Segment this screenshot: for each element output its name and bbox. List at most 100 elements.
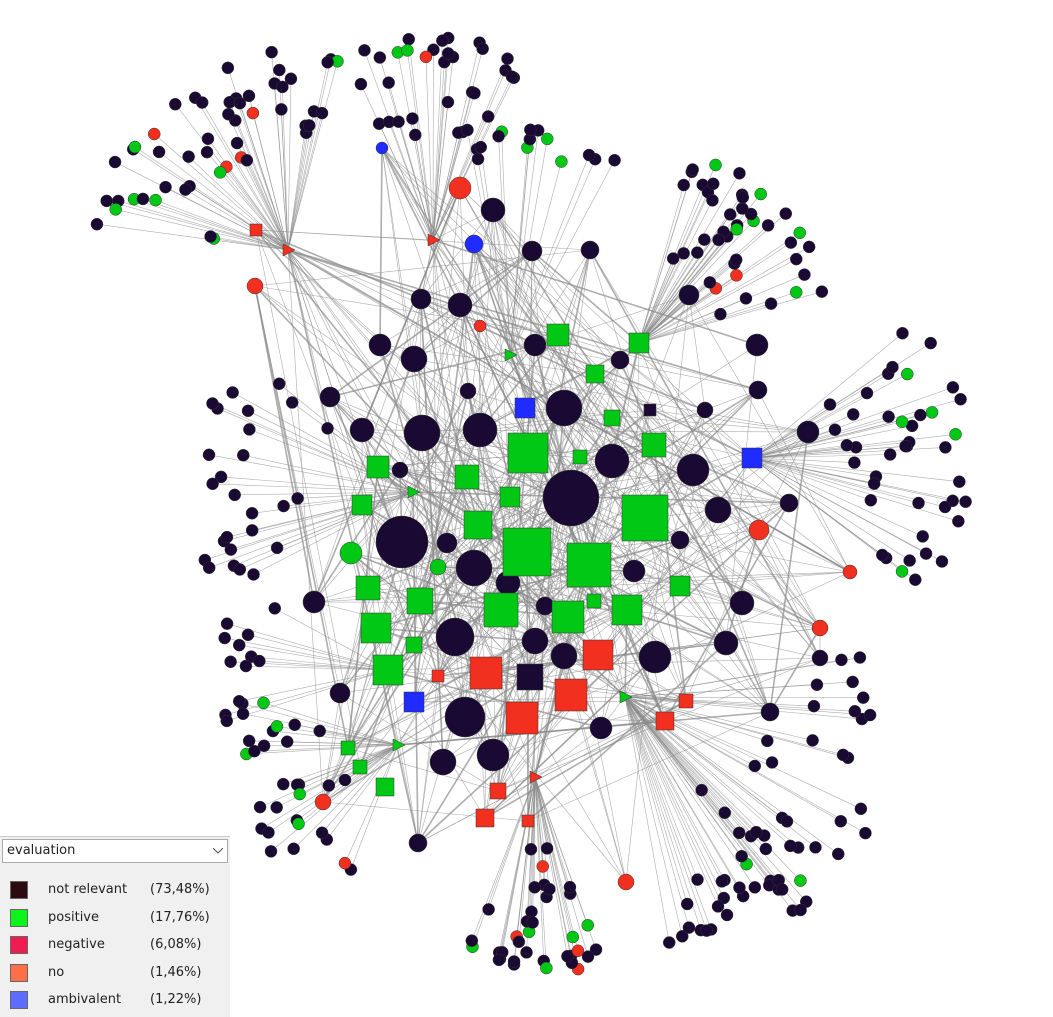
node (714, 308, 726, 320)
node (586, 365, 604, 383)
node (755, 188, 767, 200)
node (864, 709, 876, 721)
node (629, 333, 649, 353)
node (663, 937, 675, 949)
node (265, 845, 277, 857)
node (677, 454, 709, 486)
node (794, 227, 806, 239)
node (242, 629, 254, 641)
edge (528, 295, 689, 453)
edge (225, 670, 388, 715)
edge (752, 374, 888, 458)
edge (625, 697, 701, 930)
node (340, 542, 362, 564)
node (525, 843, 537, 855)
node (555, 679, 587, 711)
node (237, 708, 249, 720)
node (475, 141, 487, 153)
node (225, 656, 237, 668)
node (513, 936, 525, 948)
node (687, 164, 699, 176)
node (749, 760, 761, 772)
node (926, 406, 938, 418)
node (373, 655, 403, 685)
node (952, 515, 964, 527)
node (237, 449, 249, 461)
node (749, 381, 767, 399)
edge (625, 697, 800, 881)
node (611, 351, 629, 369)
node (953, 476, 965, 488)
node (330, 683, 350, 703)
node (460, 383, 476, 399)
node (733, 827, 745, 839)
node (241, 154, 253, 166)
node (464, 511, 492, 539)
node (463, 413, 497, 447)
legend-swatch (10, 964, 28, 982)
node (876, 549, 888, 561)
node (697, 402, 713, 418)
node (525, 906, 537, 918)
edge (770, 628, 820, 712)
node (896, 327, 908, 339)
node (315, 794, 331, 810)
node (292, 492, 304, 504)
edge (288, 59, 331, 250)
edge (752, 333, 902, 458)
node (420, 51, 432, 63)
node (618, 874, 634, 890)
node (361, 613, 391, 643)
node (886, 361, 898, 373)
node (500, 487, 520, 507)
chevron (213, 848, 223, 854)
node (701, 925, 713, 937)
node (947, 381, 959, 393)
node (529, 881, 541, 893)
node (730, 254, 742, 266)
node (234, 563, 246, 575)
node (546, 390, 582, 426)
node (780, 208, 792, 220)
node (246, 524, 258, 536)
node (490, 783, 506, 799)
node (522, 628, 548, 654)
node (206, 398, 218, 410)
node (917, 530, 929, 542)
node (776, 883, 788, 895)
node (567, 543, 611, 587)
node (288, 843, 300, 855)
node (913, 497, 925, 509)
node (273, 64, 285, 76)
edge (271, 745, 398, 851)
node (904, 555, 916, 567)
node (859, 827, 871, 839)
node (221, 531, 233, 543)
edge (348, 748, 498, 791)
node (203, 562, 215, 574)
node (706, 194, 718, 206)
node (316, 107, 328, 119)
node (316, 827, 328, 839)
node (644, 404, 656, 416)
node (790, 286, 802, 298)
node (749, 520, 769, 540)
node (169, 98, 181, 110)
legend-share: (17,76%) (150, 907, 210, 929)
node (294, 788, 306, 800)
node (482, 111, 494, 123)
node (456, 550, 492, 586)
node (733, 882, 745, 894)
attribute-dropdown[interactable]: evaluation (2, 839, 228, 863)
legend-swatch (10, 909, 28, 927)
node (356, 576, 380, 600)
legend-label: no (48, 962, 64, 984)
node (110, 203, 122, 215)
node (901, 368, 913, 380)
node (401, 346, 427, 372)
edge (294, 745, 398, 849)
node (581, 241, 599, 259)
node (696, 784, 708, 796)
node (896, 565, 908, 577)
node (543, 883, 555, 895)
